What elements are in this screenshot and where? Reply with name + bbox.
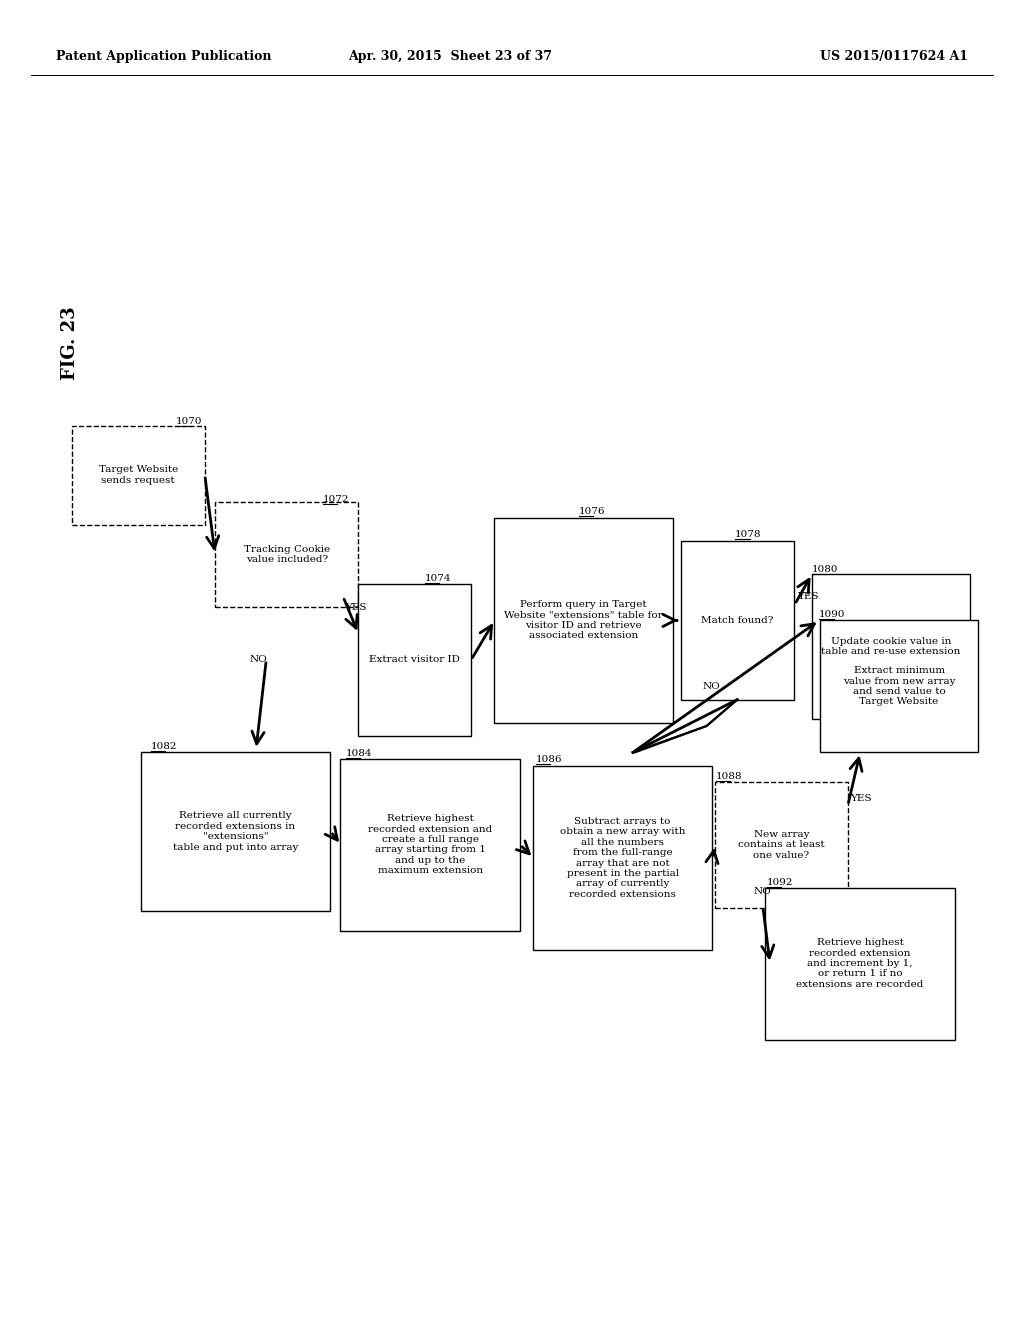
Bar — [811, 574, 971, 719]
Text: 1084: 1084 — [346, 748, 373, 758]
Text: Extract visitor ID: Extract visitor ID — [370, 656, 460, 664]
Text: Retrieve highest
recorded extension and
create a full range
array starting from : Retrieve highest recorded extension and … — [368, 814, 493, 875]
Bar — [141, 752, 330, 911]
Text: 1092: 1092 — [767, 878, 794, 887]
Text: YES: YES — [345, 603, 367, 611]
Text: 1086: 1086 — [536, 755, 562, 764]
Text: 1082: 1082 — [151, 742, 177, 751]
Bar — [681, 541, 794, 700]
Bar — [340, 759, 520, 931]
Text: Patent Application Publication: Patent Application Publication — [56, 50, 271, 63]
Bar — [215, 502, 358, 607]
Text: Tracking Cookie
value included?: Tracking Cookie value included? — [244, 545, 330, 564]
Text: Extract minimum
value from new array
and send value to
Target Website: Extract minimum value from new array and… — [843, 667, 955, 706]
Bar — [819, 620, 979, 752]
Bar — [72, 425, 205, 524]
Text: Match found?: Match found? — [701, 616, 773, 624]
Text: Target Website
sends request: Target Website sends request — [98, 466, 178, 484]
Text: 1088: 1088 — [716, 772, 742, 781]
Bar — [494, 517, 674, 722]
Bar — [715, 781, 848, 908]
Text: Retrieve highest
recorded extension
and increment by 1,
or return 1 if no
extens: Retrieve highest recorded extension and … — [797, 939, 924, 989]
Text: Perform query in Target
Website "extensions" table for
visitor ID and retrieve
a: Perform query in Target Website "extensi… — [505, 601, 663, 640]
Text: US 2015/0117624 A1: US 2015/0117624 A1 — [819, 50, 968, 63]
Text: Apr. 30, 2015  Sheet 23 of 37: Apr. 30, 2015 Sheet 23 of 37 — [348, 50, 553, 63]
Text: NO: NO — [249, 656, 267, 664]
Text: New array
contains at least
one value?: New array contains at least one value? — [738, 830, 824, 859]
Text: 1090: 1090 — [819, 610, 846, 619]
Text: 1080: 1080 — [812, 565, 839, 574]
Text: FIG. 23: FIG. 23 — [61, 306, 80, 380]
Text: Retrieve all currently
recorded extensions in
"extensions"
table and put into ar: Retrieve all currently recorded extensio… — [173, 812, 298, 851]
Text: 1078: 1078 — [735, 529, 762, 539]
Text: YES: YES — [797, 593, 818, 601]
Text: 1074: 1074 — [425, 574, 452, 583]
Bar — [358, 583, 471, 737]
Text: NO: NO — [702, 682, 721, 690]
Text: Subtract arrays to
obtain a new array with
all the numbers
from the full-range
a: Subtract arrays to obtain a new array wi… — [560, 817, 685, 899]
Bar — [765, 887, 954, 1040]
Text: 1076: 1076 — [579, 507, 605, 516]
Text: 1070: 1070 — [176, 417, 203, 426]
Text: NO: NO — [754, 887, 772, 895]
Text: Update cookie value in
table and re-use extension: Update cookie value in table and re-use … — [821, 638, 961, 656]
Text: YES: YES — [850, 795, 871, 803]
Text: 1072: 1072 — [323, 495, 349, 504]
Bar — [532, 766, 713, 950]
